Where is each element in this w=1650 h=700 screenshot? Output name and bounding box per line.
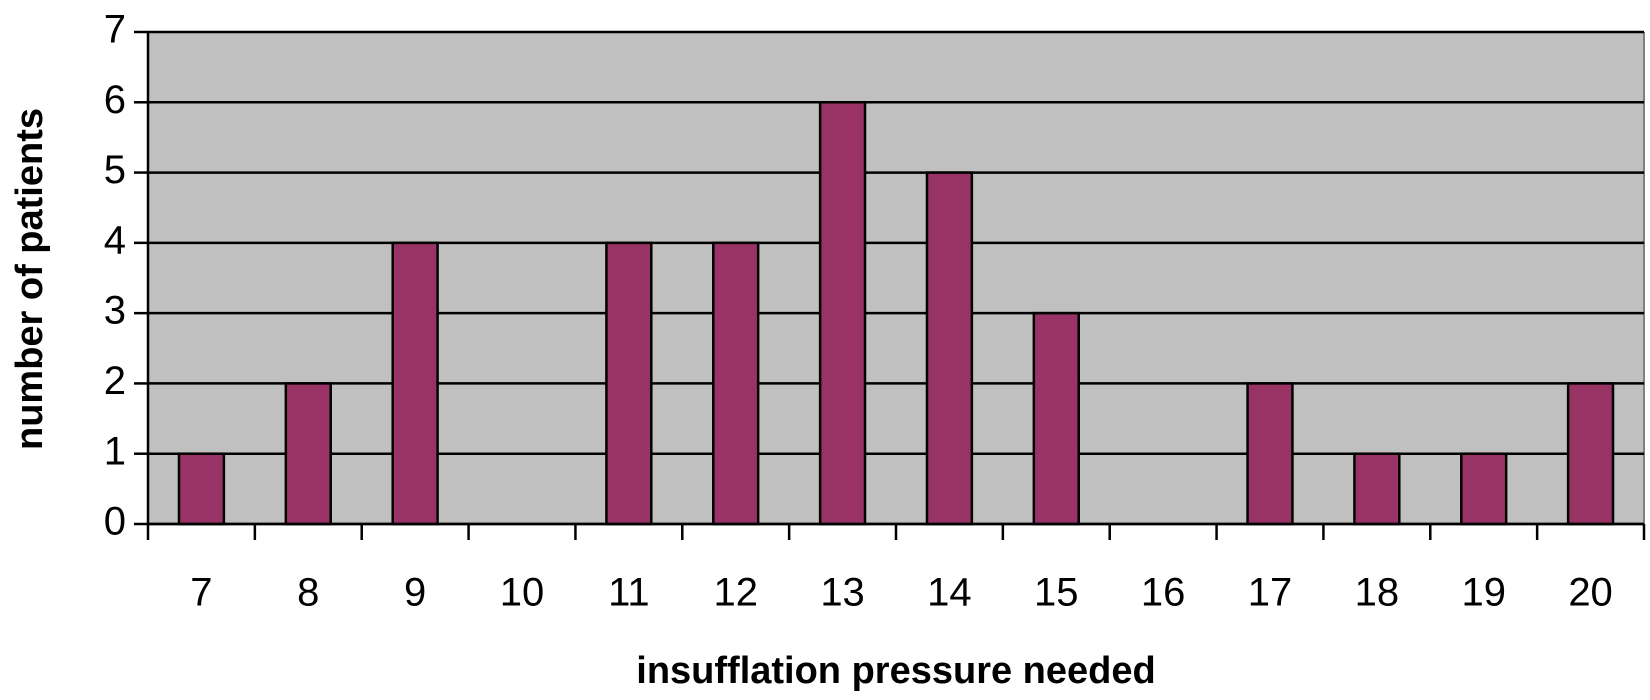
- bar: [1460, 452, 1508, 526]
- bar: [712, 241, 760, 526]
- bar: [177, 452, 226, 526]
- x-tick-label: 17: [1248, 571, 1293, 615]
- x-tick-label: 8: [297, 571, 319, 615]
- x-tick-label: 12: [713, 571, 758, 615]
- y-tick-label: 4: [104, 218, 126, 262]
- x-tick-label: 13: [820, 571, 865, 615]
- x-tick-label: 9: [404, 571, 426, 615]
- x-tick-label: 11: [608, 571, 650, 615]
- y-axis-label: number of patients: [9, 108, 51, 450]
- plot-area: [148, 32, 1644, 524]
- y-tick-label: 6: [104, 78, 126, 122]
- bar: [925, 171, 974, 526]
- x-tick-label: 16: [1141, 571, 1186, 615]
- bar: [818, 101, 867, 526]
- bar: [605, 241, 653, 526]
- x-tick-label: 14: [927, 571, 972, 615]
- bar: [284, 382, 332, 526]
- bar: [1032, 311, 1080, 526]
- bar: [391, 241, 439, 526]
- y-tick-label: 1: [104, 429, 126, 473]
- x-tick-label: 19: [1461, 571, 1506, 615]
- bar: [1353, 452, 1401, 526]
- y-tick-label: 5: [104, 148, 126, 192]
- y-tick-label: 0: [104, 500, 126, 544]
- x-tick-label: 15: [1034, 571, 1079, 615]
- x-axis-label: insufflation pressure needed: [636, 650, 1155, 692]
- x-tick-label: 7: [190, 571, 212, 615]
- y-tick-label: 3: [104, 289, 126, 333]
- bar: [1246, 382, 1294, 526]
- y-tick-label: 7: [104, 8, 126, 52]
- x-tick-label: 10: [500, 571, 545, 615]
- x-tick-label: 20: [1568, 571, 1613, 615]
- y-tick-label: 2: [104, 359, 126, 403]
- x-tick-label: 18: [1355, 571, 1400, 615]
- bar: [1566, 382, 1615, 526]
